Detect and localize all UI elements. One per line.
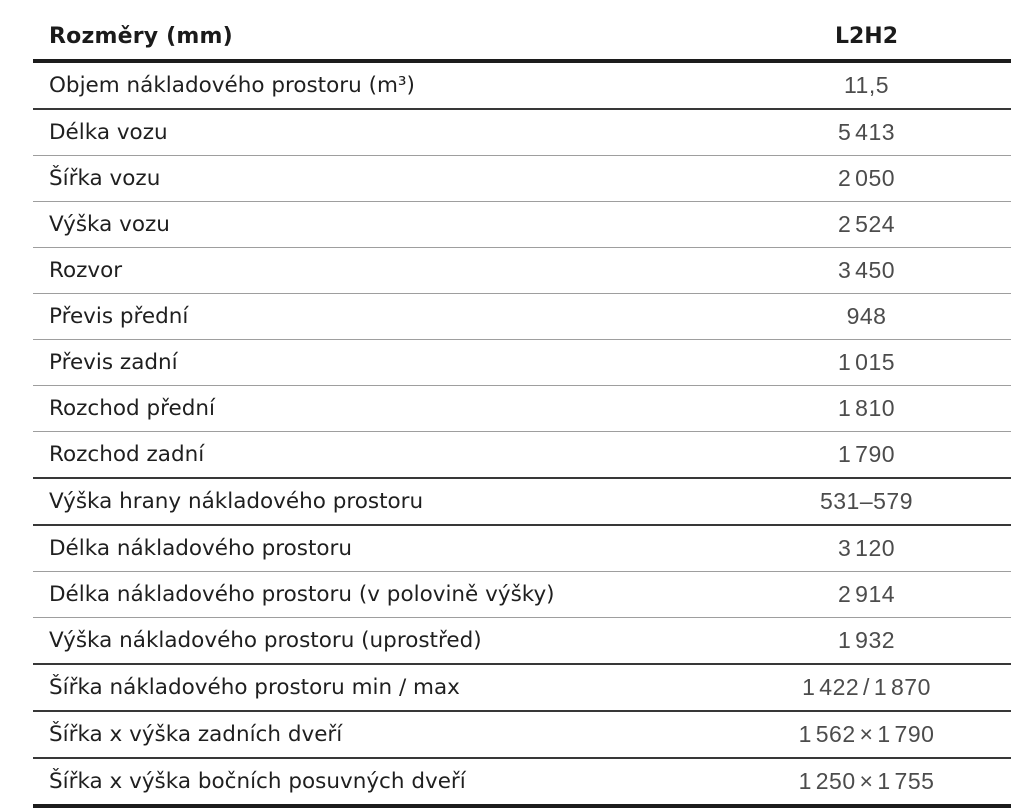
- table-row: Šířka nákladového prostoru min / max 1 42…: [33, 664, 1011, 711]
- header-row: Rozměry (mm) L2H2: [33, 16, 1011, 61]
- row-value: 1 015: [837, 349, 896, 375]
- table-row: Šířka x výška zadních dveří 1 562 × 1 790: [33, 711, 1011, 758]
- row-label: Objem nákladového prostoru (m³): [49, 73, 415, 98]
- table-row: Rozchod zadní 1 790: [33, 432, 1011, 478]
- row-value: 1 422 / 1 870: [802, 674, 931, 700]
- table-row: Délka vozu 5 413: [33, 109, 1011, 156]
- row-value: 1 562 × 1 790: [798, 721, 935, 747]
- row-label: Výška hrany nákladového prostoru: [49, 489, 424, 514]
- row-label: Délka vozu: [49, 120, 168, 145]
- table-row: Rozvor 3 450: [33, 248, 1011, 294]
- row-value: 531–579: [819, 488, 914, 514]
- table-row: Délka nákladového prostoru (v polovině v…: [33, 572, 1011, 618]
- table-row: Výška hrany nákladového prostoru 531–579: [33, 478, 1011, 525]
- header-dimensions-label: Rozměry (mm): [49, 24, 233, 49]
- row-value: 5 413: [837, 119, 896, 145]
- table-row: Šířka x výška bočních posuvných dveří 1 2…: [33, 758, 1011, 806]
- table-row: Šířka vozu 2 050: [33, 156, 1011, 202]
- table-row: Převis zadní 1 015: [33, 340, 1011, 386]
- table-row: Převis přední 948: [33, 294, 1011, 340]
- row-label: Délka nákladového prostoru: [49, 536, 353, 561]
- row-value: 1 932: [837, 627, 896, 653]
- row-value: 1 790: [837, 441, 896, 467]
- dimensions-table: Rozměry (mm) L2H2 Objem nákladového pros…: [33, 16, 1011, 808]
- dimensions-table-container: Rozměry (mm) L2H2 Objem nákladového pros…: [33, 16, 1011, 808]
- row-label: Šířka x výška zadních dveří: [49, 722, 343, 747]
- row-label: Převis přední: [49, 304, 189, 329]
- table-body: Objem nákladového prostoru (m³) 11,5 Délka…: [33, 61, 1011, 806]
- row-label: Rozvor: [49, 258, 123, 283]
- row-value: 3 450: [837, 257, 896, 283]
- row-value: 2 524: [837, 211, 896, 237]
- table-row: Objem nákladového prostoru (m³) 11,5: [33, 61, 1011, 109]
- row-value: 2 050: [837, 165, 896, 191]
- row-label: Šířka vozu: [49, 166, 161, 191]
- table-row: Výška nákladového prostoru (uprostřed) 1 …: [33, 618, 1011, 664]
- row-label: Šířka x výška bočních posuvných dveří: [49, 769, 466, 794]
- table-row: Výška vozu 2 524: [33, 202, 1011, 248]
- row-label: Délka nákladového prostoru (v polovině v…: [49, 582, 555, 607]
- row-value: 2 914: [837, 581, 896, 607]
- row-value: 948: [846, 303, 887, 329]
- row-value: 1 250 × 1 755: [798, 768, 935, 794]
- row-label: Výška vozu: [49, 212, 170, 237]
- row-label: Rozchod zadní: [49, 442, 205, 467]
- header-variant-label: L2H2: [834, 24, 899, 49]
- table-row: Rozchod přední 1 810: [33, 386, 1011, 432]
- row-label: Šířka nákladového prostoru min / max: [49, 675, 460, 700]
- row-label: Rozchod přední: [49, 396, 215, 421]
- row-label: Výška nákladového prostoru (uprostřed): [49, 628, 482, 653]
- row-value: 3 120: [837, 535, 896, 561]
- row-value: 1 810: [837, 395, 896, 421]
- table-row: Délka nákladového prostoru 3 120: [33, 525, 1011, 572]
- row-value: 11,5: [843, 72, 890, 98]
- row-label: Převis zadní: [49, 350, 178, 375]
